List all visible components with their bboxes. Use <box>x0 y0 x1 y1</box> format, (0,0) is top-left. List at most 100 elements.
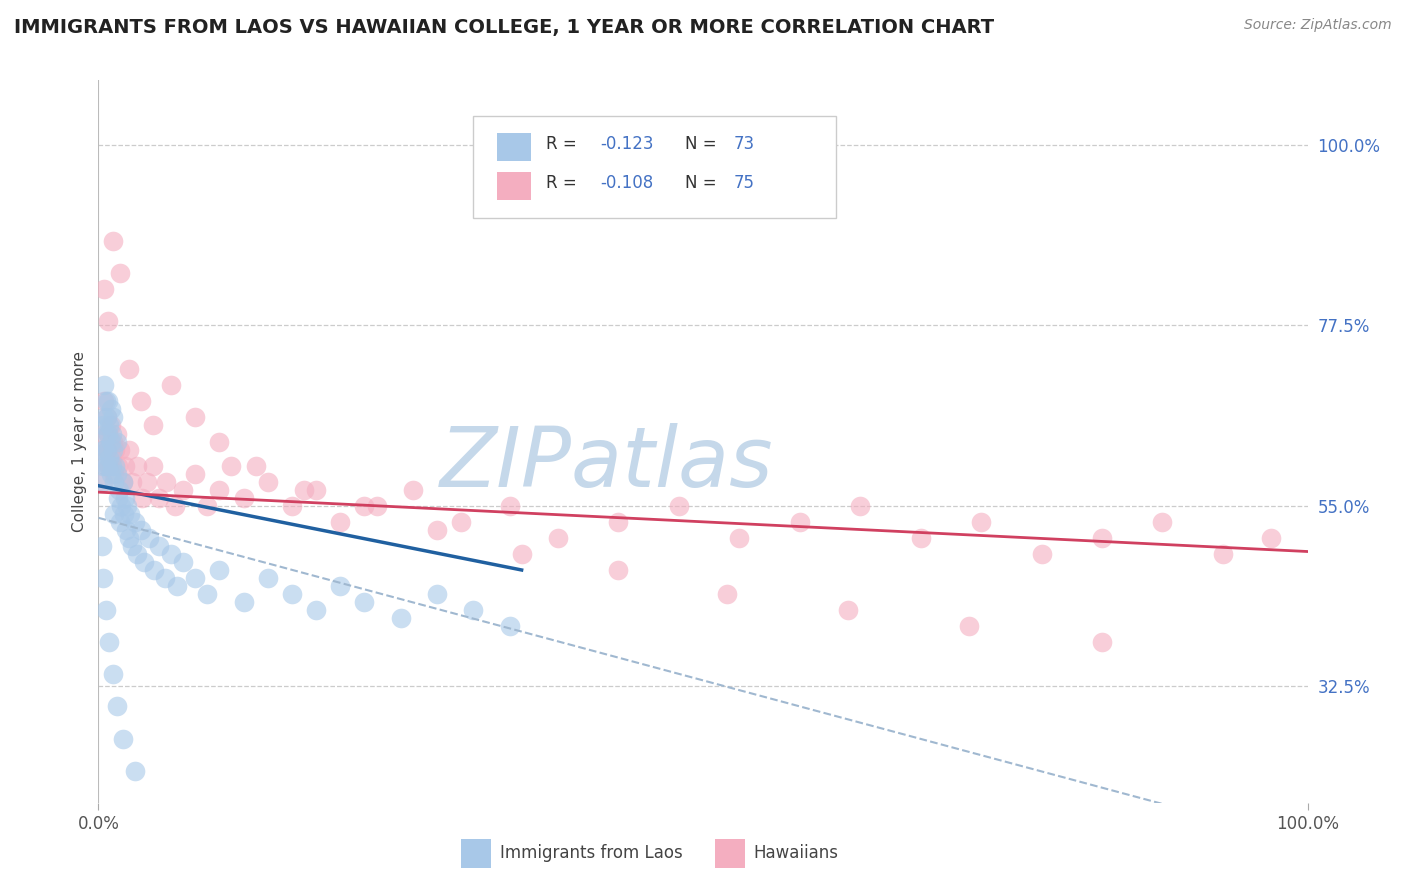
Point <box>118 362 141 376</box>
Point <box>281 499 304 513</box>
Point <box>121 539 143 553</box>
Bar <box>498 134 531 161</box>
Point <box>1260 531 1282 545</box>
Point <box>232 595 254 609</box>
Point <box>94 458 117 473</box>
Point <box>148 539 170 553</box>
Text: N =: N = <box>685 136 721 153</box>
Text: 73: 73 <box>734 136 755 153</box>
Point <box>389 611 412 625</box>
Point <box>668 499 690 513</box>
Point <box>103 467 125 481</box>
Point <box>510 547 533 561</box>
Point <box>1212 547 1234 561</box>
Point <box>91 539 114 553</box>
Text: 75: 75 <box>734 175 754 193</box>
Point <box>1152 515 1174 529</box>
Point <box>547 531 569 545</box>
Point <box>143 563 166 577</box>
Point <box>91 442 114 457</box>
Point <box>208 563 231 577</box>
Point <box>221 458 243 473</box>
Point <box>97 458 120 473</box>
Point <box>142 418 165 433</box>
Point <box>329 579 352 593</box>
Point <box>117 499 139 513</box>
Point <box>108 483 131 497</box>
Point <box>111 475 134 489</box>
Point <box>105 434 128 449</box>
Point <box>134 555 156 569</box>
Point <box>163 499 186 513</box>
Point <box>1091 635 1114 649</box>
Point <box>105 426 128 441</box>
Point <box>172 555 194 569</box>
Point <box>105 467 128 481</box>
FancyBboxPatch shape <box>474 117 837 218</box>
Point <box>101 667 124 681</box>
Text: IMMIGRANTS FROM LAOS VS HAWAIIAN COLLEGE, 1 YEAR OR MORE CORRELATION CHART: IMMIGRANTS FROM LAOS VS HAWAIIAN COLLEGE… <box>14 18 994 37</box>
Point <box>100 450 122 465</box>
Bar <box>498 172 531 200</box>
Point <box>402 483 425 497</box>
Point <box>281 587 304 601</box>
Point <box>970 515 993 529</box>
Point <box>426 587 449 601</box>
Point <box>96 442 118 457</box>
Point <box>93 442 115 457</box>
Point <box>329 515 352 529</box>
Point <box>789 515 811 529</box>
Point <box>849 499 872 513</box>
Point <box>101 434 124 449</box>
Point <box>114 458 136 473</box>
Point <box>101 234 124 248</box>
Text: Source: ZipAtlas.com: Source: ZipAtlas.com <box>1244 18 1392 32</box>
Point <box>148 491 170 505</box>
Point <box>232 491 254 505</box>
Point <box>103 507 125 521</box>
Point <box>100 426 122 441</box>
Point <box>728 531 751 545</box>
Text: -0.123: -0.123 <box>600 136 654 153</box>
Point <box>100 458 122 473</box>
Point <box>463 603 485 617</box>
Point <box>256 475 278 489</box>
Point <box>166 579 188 593</box>
Point <box>1091 531 1114 545</box>
Point <box>110 499 132 513</box>
Point <box>142 458 165 473</box>
Point <box>91 475 114 489</box>
Point <box>94 458 117 473</box>
Point <box>129 523 152 537</box>
Point <box>94 603 117 617</box>
Point <box>91 475 114 489</box>
Point <box>97 394 120 409</box>
Point <box>716 587 738 601</box>
Point <box>353 595 375 609</box>
Point <box>104 458 127 473</box>
Point <box>1031 547 1053 561</box>
Point <box>153 571 176 585</box>
Point <box>256 571 278 585</box>
Point <box>208 434 231 449</box>
Point <box>97 426 120 441</box>
Point <box>96 442 118 457</box>
Point <box>93 410 115 425</box>
Point <box>450 515 472 529</box>
Point <box>129 394 152 409</box>
Point <box>97 314 120 328</box>
Point <box>107 491 129 505</box>
Point <box>94 426 117 441</box>
Point <box>118 531 141 545</box>
Y-axis label: College, 1 year or more: College, 1 year or more <box>72 351 87 532</box>
Point <box>101 410 124 425</box>
Point <box>208 483 231 497</box>
Point <box>111 475 134 489</box>
Point <box>305 603 328 617</box>
Point <box>498 619 520 633</box>
Text: Hawaiians: Hawaiians <box>754 845 839 863</box>
Point <box>138 531 160 545</box>
Point <box>184 410 207 425</box>
Point <box>104 442 127 457</box>
Text: R =: R = <box>546 175 582 193</box>
